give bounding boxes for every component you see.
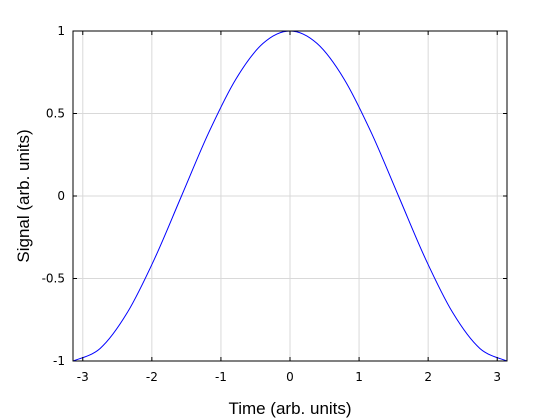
x-tick-label: -3 <box>77 370 89 384</box>
y-tick-label: -0.5 <box>42 272 65 286</box>
y-tick-label: 1 <box>57 24 65 38</box>
x-tick-label: 0 <box>286 370 294 384</box>
y-tick-label: 0 <box>57 189 65 203</box>
x-tick-label: 2 <box>424 370 432 384</box>
x-tick-label: -2 <box>146 370 158 384</box>
x-tick-label: 3 <box>493 370 501 384</box>
ticks: -3 -2 -1 0 1 2 3 -1 -0.5 0 0.5 1 <box>42 24 507 384</box>
y-axis-label: Signal (arb. units) <box>14 129 33 262</box>
x-tick-label: 1 <box>355 370 363 384</box>
x-axis-label: Time (arb. units) <box>228 399 351 418</box>
y-tick-label: -1 <box>53 354 65 368</box>
y-tick-label: 0.5 <box>46 107 65 121</box>
x-tick-label: -1 <box>215 370 227 384</box>
